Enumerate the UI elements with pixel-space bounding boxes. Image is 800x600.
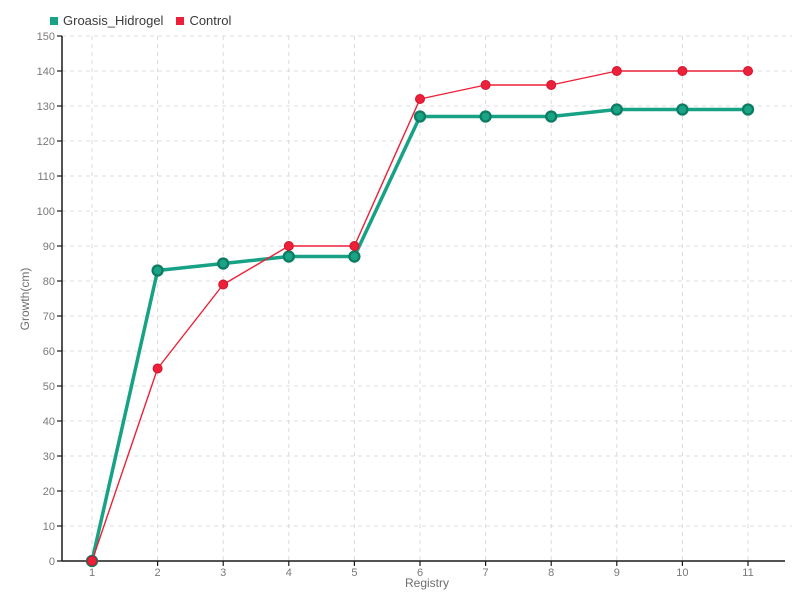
y-tick-label: 10	[43, 521, 55, 533]
x-tick-label: 8	[548, 567, 554, 579]
data-point-groasis_hidrogel[interactable]	[545, 110, 558, 123]
data-point-groasis_hidrogel[interactable]	[479, 110, 492, 123]
x-tick-label: 10	[676, 567, 688, 579]
y-tick-label: 60	[43, 346, 55, 358]
x-tick-label: 4	[286, 567, 292, 579]
y-tick-label: 90	[43, 241, 55, 253]
data-point-control[interactable]	[743, 66, 753, 76]
x-tick-label: 2	[155, 567, 161, 579]
x-tick-label: 5	[351, 567, 357, 579]
y-tick-label: 30	[43, 451, 55, 463]
y-tick-label: 150	[37, 31, 55, 43]
x-tick-label: 11	[742, 567, 753, 579]
data-point-groasis_hidrogel[interactable]	[413, 110, 427, 123]
data-point-control[interactable]	[283, 241, 294, 251]
y-tick-label: 100	[37, 206, 55, 218]
data-point-groasis_hidrogel[interactable]	[151, 264, 164, 277]
data-point-control[interactable]	[87, 556, 97, 566]
y-tick-label: 110	[37, 171, 55, 183]
y-axis-title: Growth(cm)	[18, 267, 32, 331]
data-point-groasis_hidrogel[interactable]	[348, 250, 361, 263]
series-swatch-icon	[50, 16, 58, 25]
y-tick-label: 120	[37, 136, 55, 148]
x-axis-title: Registry	[404, 576, 449, 590]
data-point-control[interactable]	[611, 66, 622, 76]
data-point-groasis_hidrogel[interactable]	[741, 103, 755, 116]
data-point-control[interactable]	[677, 66, 688, 76]
legend: Groasis_Hidrogel Control	[50, 13, 231, 28]
data-point-control[interactable]	[415, 94, 425, 104]
legend-label: Control	[189, 13, 232, 28]
data-point-groasis_hidrogel[interactable]	[676, 103, 689, 116]
y-tick-label: 80	[43, 276, 55, 288]
data-point-control[interactable]	[218, 279, 229, 290]
x-tick-label: 9	[614, 567, 620, 579]
data-point-groasis_hidrogel[interactable]	[610, 103, 623, 116]
legend-item-groasis-hidrogel[interactable]: Groasis_Hidrogel	[50, 13, 163, 28]
data-point-control[interactable]	[152, 363, 163, 374]
legend-label: Groasis_Hidrogel	[63, 13, 164, 28]
data-point-groasis_hidrogel[interactable]	[217, 257, 230, 270]
data-point-control[interactable]	[349, 241, 360, 251]
y-tick-label: 40	[43, 416, 55, 428]
x-tick-label: 6	[417, 567, 423, 579]
x-tick-label: 1	[89, 567, 95, 579]
x-tick-label: 7	[483, 567, 489, 579]
y-tick-label: 140	[37, 66, 55, 78]
x-tick-label: 3	[220, 567, 226, 579]
data-point-control[interactable]	[480, 80, 491, 90]
y-tick-label: 20	[43, 486, 55, 498]
data-point-control[interactable]	[546, 80, 557, 90]
y-tick-label: 50	[43, 381, 55, 393]
legend-item-control[interactable]: Control	[176, 13, 231, 28]
y-tick-label: 0	[49, 556, 55, 568]
data-point-groasis_hidrogel[interactable]	[282, 250, 295, 263]
series-swatch-icon	[176, 16, 185, 25]
y-tick-label: 70	[43, 311, 55, 323]
y-tick-label: 130	[37, 101, 55, 113]
